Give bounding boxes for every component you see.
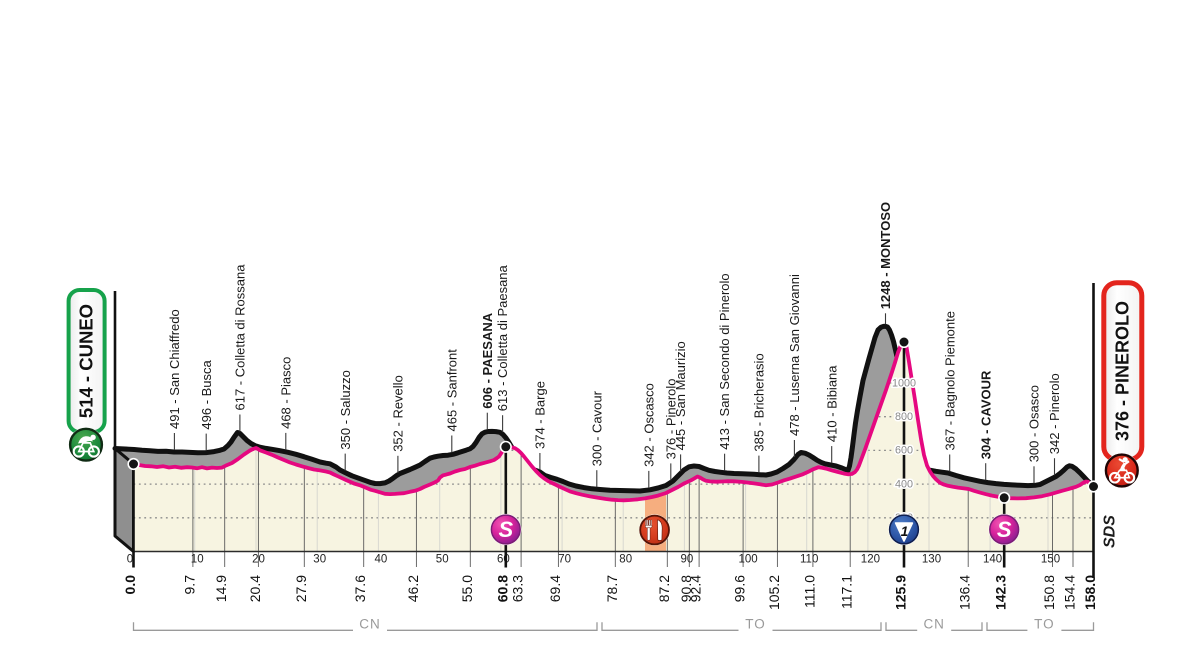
svg-text:90: 90	[681, 554, 694, 566]
svg-text:TO: TO	[745, 617, 766, 632]
svg-text:342 - Pinerolo: 342 - Pinerolo	[1047, 373, 1062, 454]
svg-text:S: S	[997, 517, 1012, 542]
svg-text:99.6: 99.6	[732, 575, 748, 602]
svg-text:46.2: 46.2	[405, 575, 421, 602]
svg-text:20.4: 20.4	[247, 575, 263, 602]
svg-text:606 - PAESANA: 606 - PAESANA	[480, 312, 495, 408]
svg-text:92.4: 92.4	[688, 575, 704, 602]
svg-text:87.2: 87.2	[656, 575, 672, 602]
svg-text:105.2: 105.2	[766, 575, 782, 610]
svg-text:SDS: SDS	[1102, 515, 1119, 548]
svg-text:617 - Colletta di Rossana: 617 - Colletta di Rossana	[233, 264, 248, 411]
svg-text:367 - Bagnolo Piemonte: 367 - Bagnolo Piemonte	[942, 311, 957, 450]
svg-text:40: 40	[375, 554, 388, 566]
svg-text:110: 110	[800, 554, 818, 566]
svg-text:60: 60	[497, 554, 510, 566]
svg-text:117.1: 117.1	[839, 575, 855, 609]
svg-text:142.3: 142.3	[993, 575, 1009, 610]
svg-text:158.0: 158.0	[1082, 575, 1098, 610]
svg-text:14.9: 14.9	[213, 575, 229, 602]
svg-text:154.4: 154.4	[1062, 575, 1078, 610]
svg-text:CN: CN	[923, 617, 945, 632]
svg-text:385 - Bricherasio: 385 - Bricherasio	[752, 353, 767, 451]
svg-text:125.9: 125.9	[893, 575, 909, 610]
svg-text:100: 100	[739, 554, 758, 566]
svg-text:50: 50	[436, 554, 449, 566]
svg-text:300 - Osasco: 300 - Osasco	[1027, 385, 1042, 462]
svg-text:150.8: 150.8	[1041, 575, 1057, 610]
svg-text:352 - Revello: 352 - Revello	[391, 375, 406, 452]
svg-text:140: 140	[983, 554, 1002, 566]
svg-text:30: 30	[313, 554, 326, 566]
svg-text:304 - CAVOUR: 304 - CAVOUR	[978, 370, 993, 459]
svg-text:465 - Sanfront: 465 - Sanfront	[444, 349, 459, 432]
svg-text:800: 800	[895, 411, 913, 423]
svg-text:300 - Cavour: 300 - Cavour	[589, 390, 604, 466]
svg-text:491 - San Chiaffredo: 491 - San Chiaffredo	[167, 309, 182, 429]
svg-text:150: 150	[1041, 554, 1060, 566]
svg-text:514 - CUNEO: 514 - CUNEO	[75, 304, 96, 418]
svg-text:120: 120	[861, 554, 880, 566]
svg-text:9.7: 9.7	[181, 575, 197, 595]
svg-text:1: 1	[901, 524, 909, 539]
svg-text:374 - Barge: 374 - Barge	[533, 381, 548, 449]
svg-text:376 - Pinerolo: 376 - Pinerolo	[663, 378, 678, 459]
svg-text:63.3: 63.3	[510, 575, 526, 602]
svg-text:376 - PINEROLO: 376 - PINEROLO	[1113, 301, 1133, 441]
svg-text:600: 600	[895, 445, 913, 457]
svg-text:69.4: 69.4	[547, 575, 563, 602]
svg-text:1248 - MONTOSO: 1248 - MONTOSO	[878, 202, 893, 309]
svg-text:496 - Busca: 496 - Busca	[199, 359, 214, 429]
svg-text:130: 130	[922, 554, 941, 566]
svg-text:111.0: 111.0	[801, 575, 817, 608]
svg-text:342 - Oscasco: 342 - Oscasco	[641, 383, 656, 467]
svg-text:TO: TO	[1034, 617, 1055, 632]
svg-text:70: 70	[558, 554, 571, 566]
svg-text:S: S	[498, 517, 513, 542]
svg-text:78.7: 78.7	[604, 575, 620, 602]
svg-text:0.0: 0.0	[122, 575, 138, 595]
svg-text:613 - Colletta di Paesana: 613 - Colletta di Paesana	[495, 264, 510, 411]
svg-text:CN: CN	[359, 617, 381, 632]
svg-text:413 - San Secondo di Pinerolo: 413 - San Secondo di Pinerolo	[717, 273, 732, 449]
svg-text:400: 400	[895, 478, 913, 490]
svg-text:445 - San Maurizio: 445 - San Maurizio	[673, 341, 688, 450]
svg-text:0: 0	[127, 554, 133, 566]
svg-text:27.9: 27.9	[293, 575, 309, 602]
svg-text:468 - Piasco: 468 - Piasco	[278, 357, 293, 429]
svg-text:55.0: 55.0	[459, 575, 475, 602]
svg-text:478 - Luserna San Giovanni: 478 - Luserna San Giovanni	[787, 274, 802, 436]
svg-text:410 - Bibiana: 410 - Bibiana	[824, 365, 839, 442]
svg-text:350 - Saluzzo: 350 - Saluzzo	[338, 370, 353, 450]
svg-text:90.8: 90.8	[678, 575, 694, 602]
svg-text:1000: 1000	[892, 377, 916, 389]
svg-text:20: 20	[252, 554, 265, 566]
svg-text:80: 80	[619, 554, 632, 566]
svg-text:60.8: 60.8	[494, 575, 510, 602]
svg-text:37.6: 37.6	[352, 575, 368, 602]
svg-text:136.4: 136.4	[957, 575, 973, 610]
svg-text:10: 10	[191, 554, 204, 566]
